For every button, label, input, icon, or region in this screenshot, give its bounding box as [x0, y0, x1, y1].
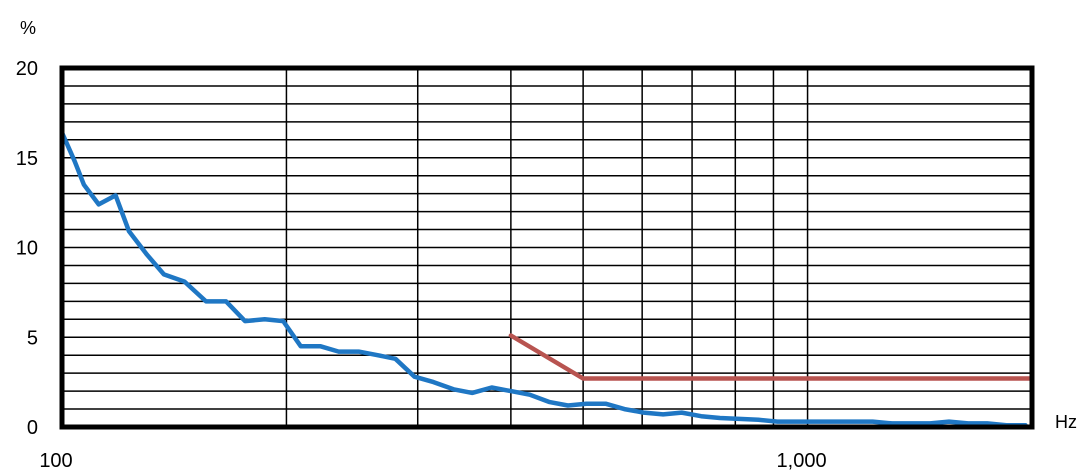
y-tick-label: 20 [16, 58, 38, 80]
series-line-2 [508, 333, 1035, 381]
x-axis-label: Hz [1055, 412, 1077, 432]
grid-lines [62, 68, 1032, 427]
x-tick-labels: 100 1,000 [39, 450, 826, 472]
y-tick-label: 10 [16, 238, 38, 260]
x-tick-label: 1,000 [777, 450, 827, 472]
y-tick-label: 5 [27, 327, 38, 349]
series-line-1 [59, 130, 1028, 428]
x-tick-label: 100 [39, 450, 72, 472]
y-tick-label: 15 [16, 148, 38, 170]
data-series [59, 130, 1035, 428]
plot-frame [59, 65, 1035, 430]
y-axis-label: % [20, 18, 36, 38]
y-tick-label: 0 [27, 417, 38, 439]
y-tick-labels: 0 5 10 15 20 [16, 58, 38, 439]
